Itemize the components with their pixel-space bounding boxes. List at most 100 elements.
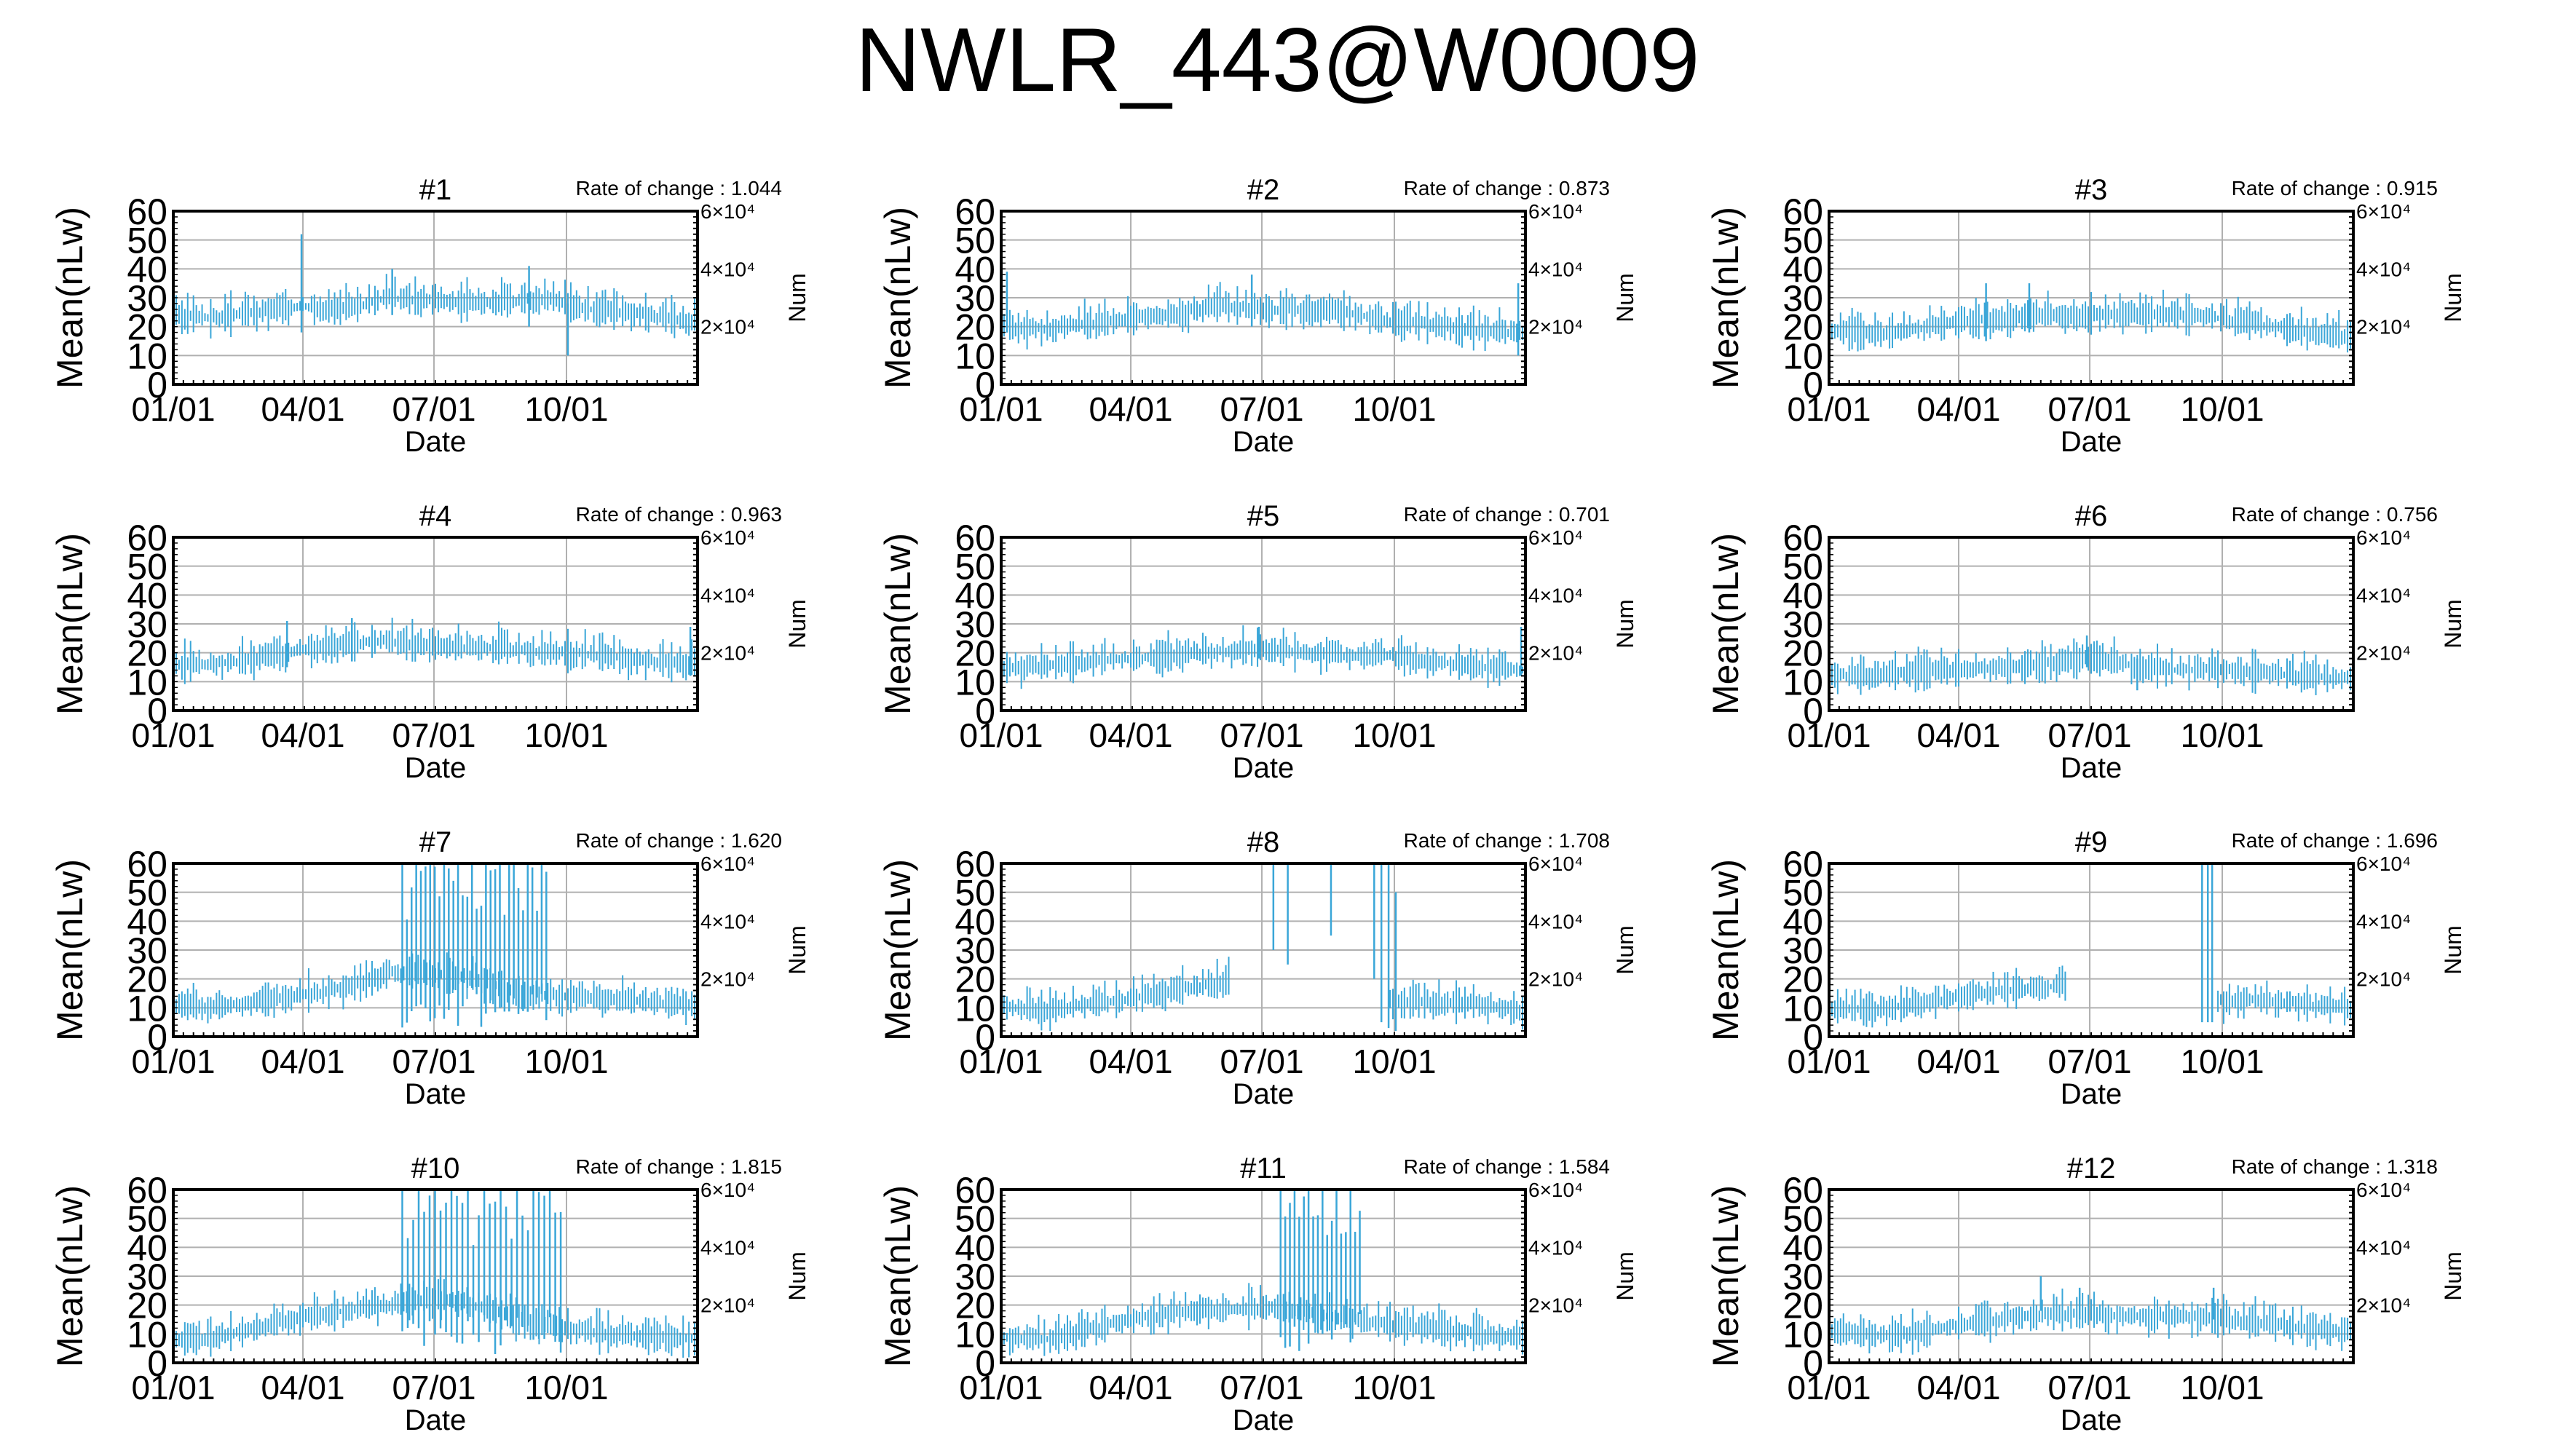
y-tick-label: 60	[955, 1170, 995, 1211]
grid-lines	[1829, 537, 2353, 711]
y-tick-label: 60	[955, 191, 995, 232]
y2-tick-label: 4×10⁴	[700, 910, 755, 933]
y-tick-label: 50	[127, 547, 167, 587]
y2-tick-label: 2×10⁴	[1528, 642, 1583, 665]
axis-ticks	[1000, 210, 1526, 385]
y-tick-label: 40	[1782, 1227, 1823, 1268]
y2-tick-label: 2×10⁴	[700, 1294, 755, 1317]
y2-tick-label: 4×10⁴	[700, 1236, 755, 1259]
x-tick-label: 01/01	[131, 390, 215, 428]
y-tick-label: 30	[127, 604, 167, 645]
y-tick-label: 30	[1782, 1257, 1823, 1297]
y-axis-title: Mean(nLw)	[1705, 533, 1746, 715]
y-tick-label: 40	[127, 1227, 167, 1268]
y2-tick-label: 6×10⁴	[1528, 200, 1583, 223]
panel-title: #9	[2075, 826, 2108, 858]
x-axis-title: Date	[405, 752, 467, 784]
rate-of-change-label: Rate of change : 1.584	[1404, 1155, 1610, 1178]
y-tick-label: 60	[1782, 518, 1823, 558]
x-tick-label: 01/01	[959, 1042, 1043, 1080]
data-series	[1828, 863, 2354, 1028]
data-series	[1828, 1276, 2354, 1355]
y2-axis-title: Num	[784, 1251, 810, 1301]
x-tick-label: 10/01	[524, 1042, 608, 1080]
y-tick-label: 30	[127, 278, 167, 319]
x-tick-label: 04/01	[261, 390, 344, 428]
rate-of-change-label: Rate of change : 0.963	[576, 503, 782, 526]
y-tick-label: 20	[955, 633, 995, 674]
x-axis-title: Date	[1233, 1404, 1295, 1436]
y2-axis-title: Num	[2440, 925, 2466, 975]
y2-axis-title: Num	[784, 925, 810, 975]
panel-title: #11	[1240, 1152, 1287, 1184]
grid-lines	[1001, 863, 1525, 1037]
y-axis-title: Mean(nLw)	[50, 533, 90, 715]
rate-of-change-label: Rate of change : 1.318	[2232, 1155, 2438, 1178]
x-axis-title: Date	[405, 426, 467, 458]
axis-ticks	[173, 863, 698, 1037]
x-axis-title: Date	[2061, 426, 2122, 458]
data-series	[173, 863, 698, 1028]
y2-tick-label: 4×10⁴	[2356, 258, 2411, 280]
y-tick-label: 50	[955, 221, 995, 261]
y2-tick-label: 6×10⁴	[700, 200, 755, 223]
y-tick-label: 40	[955, 575, 995, 616]
x-tick-label: 04/01	[1916, 390, 2000, 428]
y2-tick-label: 4×10⁴	[700, 584, 755, 606]
y2-tick-label: 2×10⁴	[700, 968, 755, 991]
rate-of-change-label: Rate of change : 1.620	[576, 829, 782, 852]
y-tick-label: 10	[127, 1314, 167, 1355]
y-tick-label: 40	[955, 901, 995, 942]
x-tick-label: 04/01	[261, 1042, 344, 1080]
y2-axis-title: Num	[784, 273, 810, 323]
y-tick-label: 60	[127, 844, 167, 885]
x-tick-label: 10/01	[2180, 390, 2264, 428]
y-tick-label: 40	[127, 901, 167, 942]
y-tick-label: 40	[955, 1227, 995, 1268]
data-series	[1828, 635, 2354, 697]
axis-ticks	[1000, 537, 1526, 711]
y-tick-label: 50	[955, 873, 995, 914]
y-tick-label: 50	[127, 873, 167, 914]
rate-of-change-label: Rate of change : 1.696	[2232, 829, 2438, 852]
axis-ticks	[1828, 1189, 2354, 1364]
x-tick-label: 01/01	[1787, 716, 1871, 754]
y-axis-title: Mean(nLw)	[877, 207, 918, 389]
y-tick-label: 50	[1782, 547, 1823, 587]
y-tick-label: 10	[955, 336, 995, 376]
x-tick-label: 07/01	[2047, 390, 2131, 428]
data-series	[1000, 625, 1526, 689]
y2-tick-label: 6×10⁴	[2356, 1179, 2411, 1201]
rate-of-change-label: Rate of change : 1.815	[576, 1155, 782, 1178]
y-tick-label: 20	[955, 307, 995, 348]
y2-tick-label: 2×10⁴	[2356, 1294, 2411, 1317]
x-tick-label: 04/01	[1089, 1369, 1172, 1406]
x-tick-label: 04/01	[1089, 1042, 1172, 1080]
x-tick-label: 01/01	[1787, 1042, 1871, 1080]
axis-ticks	[173, 1189, 698, 1364]
y2-tick-label: 4×10⁴	[2356, 584, 2411, 606]
data-series	[173, 617, 698, 684]
data-series	[1828, 283, 2354, 353]
rate-of-change-label: Rate of change : 1.708	[1404, 829, 1610, 852]
x-tick-label: 10/01	[1352, 1369, 1436, 1406]
y-tick-label: 0	[975, 691, 995, 732]
y2-axis-title: Num	[1612, 1251, 1638, 1301]
y-tick-label: 50	[1782, 221, 1823, 261]
y-tick-label: 60	[1782, 191, 1823, 232]
y-tick-label: 30	[127, 930, 167, 971]
y-tick-label: 20	[127, 960, 167, 1000]
y2-tick-label: 2×10⁴	[700, 642, 755, 665]
x-tick-label: 10/01	[524, 390, 608, 428]
y-tick-label: 50	[1782, 873, 1823, 914]
y-tick-label: 50	[955, 547, 995, 587]
y-axis-title: Mean(nLw)	[877, 533, 918, 715]
y2-axis-title: Num	[2440, 599, 2466, 649]
x-tick-label: 10/01	[2180, 1369, 2264, 1406]
